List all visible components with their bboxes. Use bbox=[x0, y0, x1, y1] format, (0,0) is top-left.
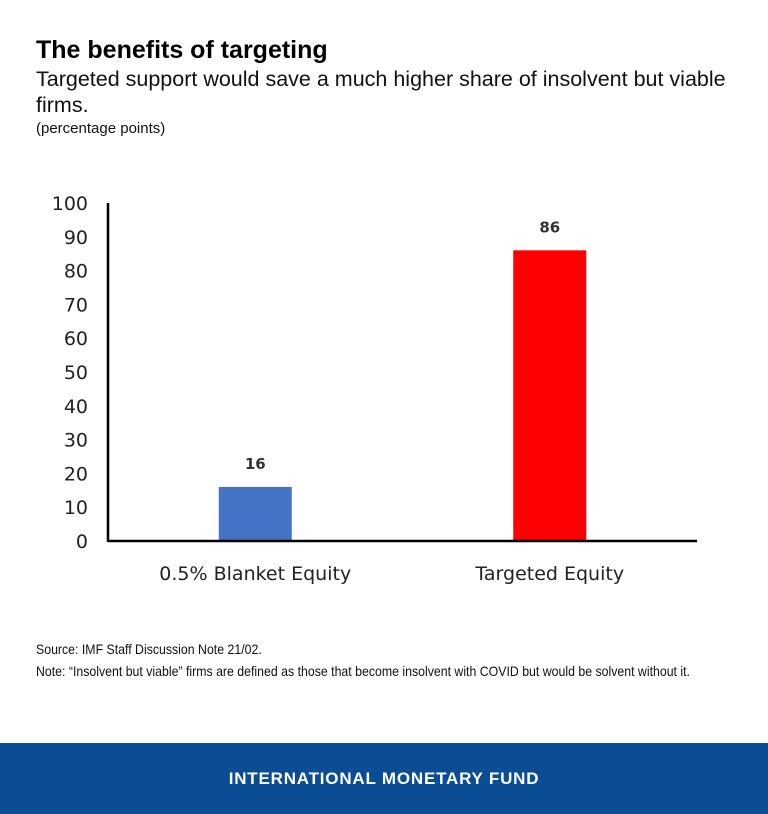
definition-note: Note: “Insolvent but viable” firms are d… bbox=[36, 663, 690, 679]
x-tick-label: Targeted Equity bbox=[474, 563, 624, 585]
y-tick-label: 40 bbox=[64, 396, 88, 418]
y-tick-label: 50 bbox=[64, 362, 88, 384]
footer-banner: INTERNATIONAL MONETARY FUND bbox=[0, 743, 768, 814]
chart-unit: (percentage points) bbox=[36, 120, 166, 137]
bar-chart: 0 10 20 30 40 50 60 70 80 90 100 16 0.5% Blanket Equ… bbox=[52, 193, 697, 585]
chart-subtitle: Targeted support would save a much highe… bbox=[36, 67, 726, 117]
y-tick-label: 30 bbox=[64, 430, 88, 452]
y-tick-label: 90 bbox=[64, 227, 88, 249]
y-tick-label: 0 bbox=[76, 531, 88, 553]
data-label: 16 bbox=[245, 455, 266, 473]
x-tick-label: 0.5% Blanket Equity bbox=[159, 563, 351, 585]
y-tick-label: 10 bbox=[64, 497, 88, 519]
bar bbox=[513, 250, 587, 541]
data-label: 86 bbox=[539, 218, 560, 236]
chart-title: The benefits of targeting bbox=[36, 36, 328, 64]
y-tick-label: 60 bbox=[64, 328, 88, 350]
y-tick-label: 80 bbox=[64, 261, 88, 283]
source-note: Source: IMF Staff Discussion Note 21/02. bbox=[36, 641, 262, 657]
footer-label: INTERNATIONAL MONETARY FUND bbox=[228, 768, 540, 788]
y-tick-label: 100 bbox=[52, 193, 88, 215]
notes: Source: IMF Staff Discussion Note 21/02.… bbox=[36, 638, 731, 682]
y-tick-label: 70 bbox=[64, 294, 88, 316]
bar bbox=[218, 486, 292, 541]
y-tick-label: 20 bbox=[64, 463, 88, 485]
